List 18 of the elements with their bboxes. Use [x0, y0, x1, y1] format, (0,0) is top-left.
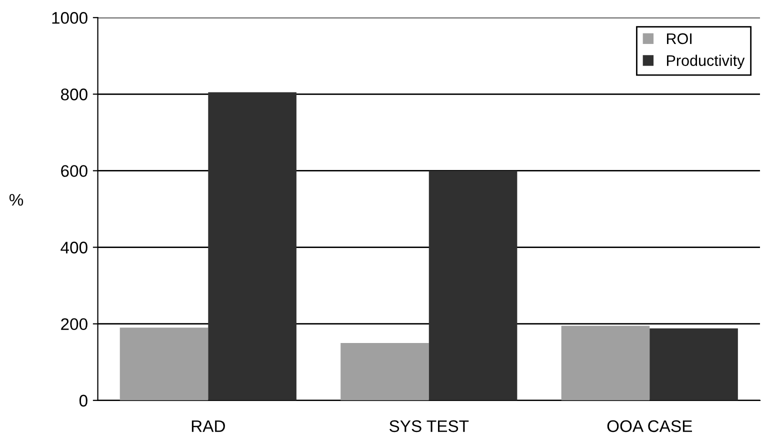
y-tick-label: 800 [60, 88, 88, 100]
y-tick-label: 1000 [52, 12, 88, 24]
y-tick-label: 600 [61, 165, 88, 177]
x-tick-label: OOA CASE [607, 420, 692, 432]
bar [340, 342, 429, 400]
y-tick-label: 400 [60, 242, 88, 254]
x-tick-label: SYS TEST [390, 420, 469, 432]
legend-label: ROI [667, 33, 692, 44]
y-tick-label: 0 [79, 394, 88, 407]
bar [208, 92, 296, 400]
bar [561, 326, 650, 400]
bar [120, 328, 208, 400]
y-tick-label: 200 [61, 318, 88, 330]
legend-label: Productivity [667, 54, 745, 69]
y-axis-title: % [9, 194, 24, 206]
bar [650, 328, 738, 400]
x-tick-label: RAD [192, 420, 225, 432]
bar [428, 170, 518, 400]
